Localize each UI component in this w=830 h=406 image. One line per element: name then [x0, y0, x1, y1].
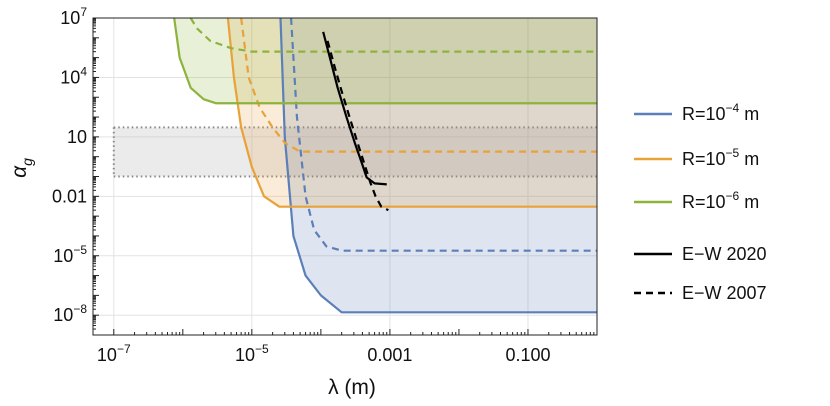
excluded-region-2 — [174, 18, 597, 104]
excluded-region-0 — [280, 18, 597, 313]
legend-label-R5: R=10−5 m — [682, 146, 759, 169]
excluded-region-1 — [227, 18, 597, 207]
x-tick-label-0: 10−7 — [97, 342, 131, 365]
x-tick-label-2: 0.001 — [367, 345, 412, 365]
y-tick-label-4: 104 — [60, 64, 87, 87]
legend-label-EW2007: E−W 2007 — [682, 283, 767, 303]
legend-label-R6: R=10−6 m — [682, 189, 759, 212]
legend-label-R4: R=10−4 m — [682, 101, 759, 124]
series-line-2 — [226, 18, 597, 208]
series-line-4 — [173, 18, 597, 105]
series-line-0 — [279, 18, 597, 314]
excluded-regions — [174, 18, 597, 313]
x-tick-label-1: 10−5 — [235, 342, 269, 365]
x-axis-title: λ (m) — [328, 376, 376, 399]
y-tick-label-5: 107 — [60, 5, 87, 28]
legend: R=10−4 m R=10−5 m R=10−6 m E−W 2020 E−W 2007 — [634, 101, 767, 303]
y-tick-label-2: 0.01 — [52, 186, 87, 206]
series-line-6 — [322, 31, 387, 186]
x-tick-label-3: 0.100 — [505, 345, 550, 365]
series-line-7 — [326, 40, 389, 212]
y-tick-label-0: 10−8 — [53, 302, 87, 325]
grid — [93, 18, 597, 335]
series-line-5 — [189, 18, 597, 53]
series-lines — [173, 18, 597, 314]
series-line-1 — [289, 18, 597, 252]
axis-ticks: 10−7 10−5 0.001 0.100 10−8 10−5 0.01 10 104 107 — [52, 5, 595, 365]
y-tick-label-1: 10−5 — [53, 243, 87, 266]
y-tick-label-3: 10 — [67, 127, 87, 147]
legend-label-EW2020: E−W 2020 — [682, 244, 767, 264]
y-axis-title: αg — [8, 158, 35, 178]
